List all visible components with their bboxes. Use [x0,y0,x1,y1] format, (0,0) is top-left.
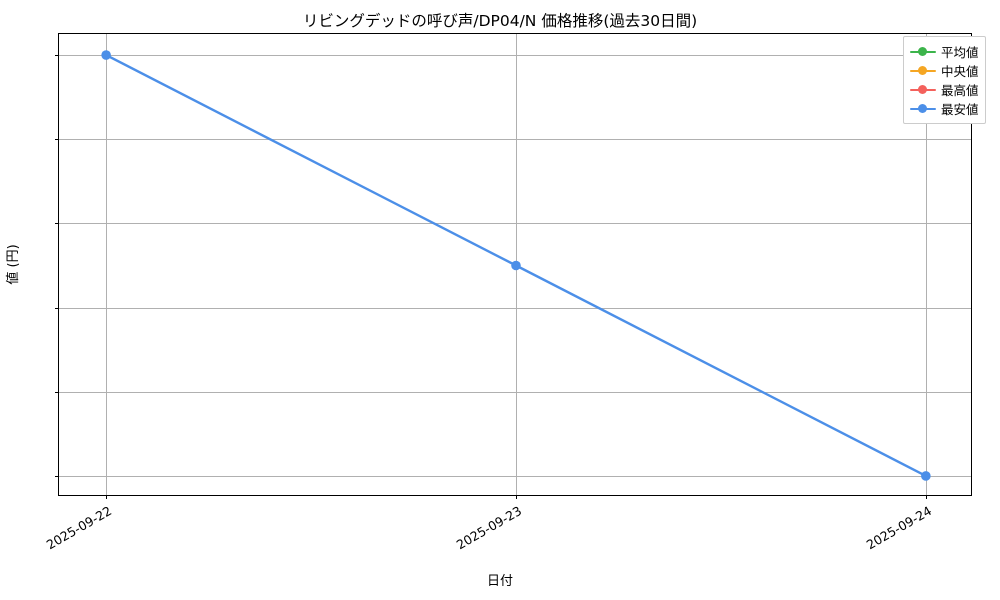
x-tick-mark [925,495,927,499]
legend-label: 最安値 [941,102,979,117]
chart-title: リビングデッドの呼び声/DP04/N 価格推移(過去30日間) [302,12,698,30]
y-tick-mark [55,139,59,141]
x-tick-mark [516,495,517,499]
y-tick-mark [55,223,59,225]
gridline-horizontal [59,475,971,477]
legend-marker-icon [918,85,927,94]
gridline-vertical [106,34,108,495]
y-tick-mark [55,307,59,309]
gridline-vertical [516,34,517,495]
plot-area [55,33,972,499]
gridline-horizontal [59,55,971,57]
plot-inner [55,34,971,499]
legend-label: 最高値 [941,83,979,98]
legend-marker-icon [918,66,927,75]
legend-marker-icon [918,104,927,113]
legend-color-swatch [910,103,936,115]
y-tick-mark [55,475,59,477]
legend-label: 平均値 [941,45,979,60]
legend-marker-icon [918,47,927,56]
chart-legend[interactable]: 平均値中央値最高値最安値 [903,36,986,124]
legend-entry[interactable]: 最安値 [910,99,979,118]
legend-entry[interactable]: 中央値 [910,61,979,80]
gridline-horizontal [59,391,971,393]
legend-color-swatch [910,65,936,77]
y-tick-mark [55,391,59,393]
x-tick-label: 2025-09-23 [454,503,525,553]
x-tick-mark [106,495,108,499]
x-tick-label: 2025-09-22 [44,503,115,553]
gridline-horizontal [59,223,971,225]
gridline-horizontal [59,307,971,309]
x-axis-title: 日付 [486,574,513,589]
legend-color-swatch [910,84,936,96]
gridline-horizontal [59,139,971,141]
x-tick-label: 2025-09-24 [863,503,935,553]
legend-entry[interactable]: 最高値 [910,80,979,99]
legend-label: 中央値 [941,64,979,79]
legend-color-swatch [910,46,936,58]
legend-entry[interactable]: 平均値 [910,42,979,61]
y-axis-title: 値 (円) [6,244,21,285]
y-tick-mark [55,55,59,57]
